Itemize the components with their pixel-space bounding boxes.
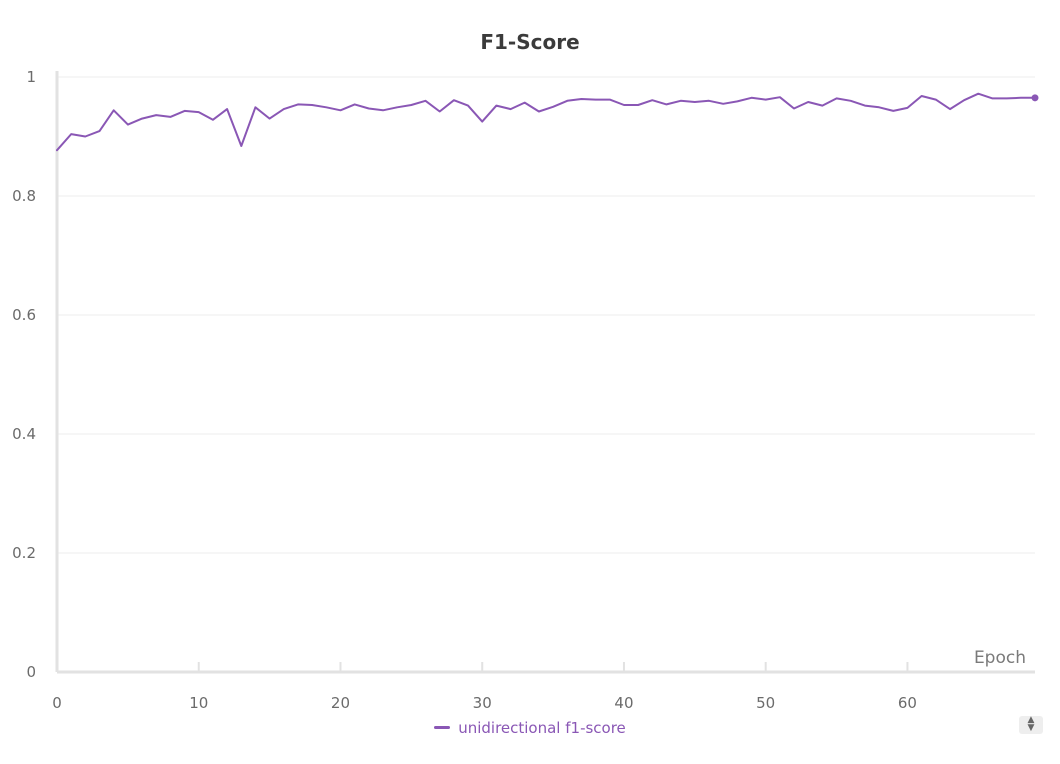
legend-scroll-icon[interactable]: ▲ ▼: [1019, 716, 1043, 734]
y-tick-label: 0.4: [12, 425, 36, 443]
x-tick-label: 0: [52, 694, 62, 712]
y-tick-label: 1: [26, 68, 36, 86]
legend-swatch: [434, 726, 451, 729]
x-tick-label: 60: [898, 694, 917, 712]
chart-title: F1-Score: [480, 30, 580, 54]
y-tick-label: 0.6: [12, 306, 36, 324]
x-tick-label: 20: [331, 694, 350, 712]
x-axis-title: Epoch: [974, 648, 1026, 668]
x-tick-label: 40: [614, 694, 633, 712]
legend: unidirectional f1-score: [0, 714, 1060, 737]
legend-item[interactable]: unidirectional f1-score: [434, 719, 626, 737]
x-tick-label: 10: [189, 694, 208, 712]
y-tick-label: 0: [26, 663, 36, 681]
x-tick-label: 30: [473, 694, 492, 712]
series-endpoint-marker: [1031, 94, 1039, 102]
y-tick-label: 0.2: [12, 544, 36, 562]
legend-label: unidirectional f1-score: [458, 718, 626, 737]
x-tick-label: 50: [756, 694, 775, 712]
series-line: [56, 92, 1036, 152]
y-tick-label: 0.8: [12, 187, 36, 205]
